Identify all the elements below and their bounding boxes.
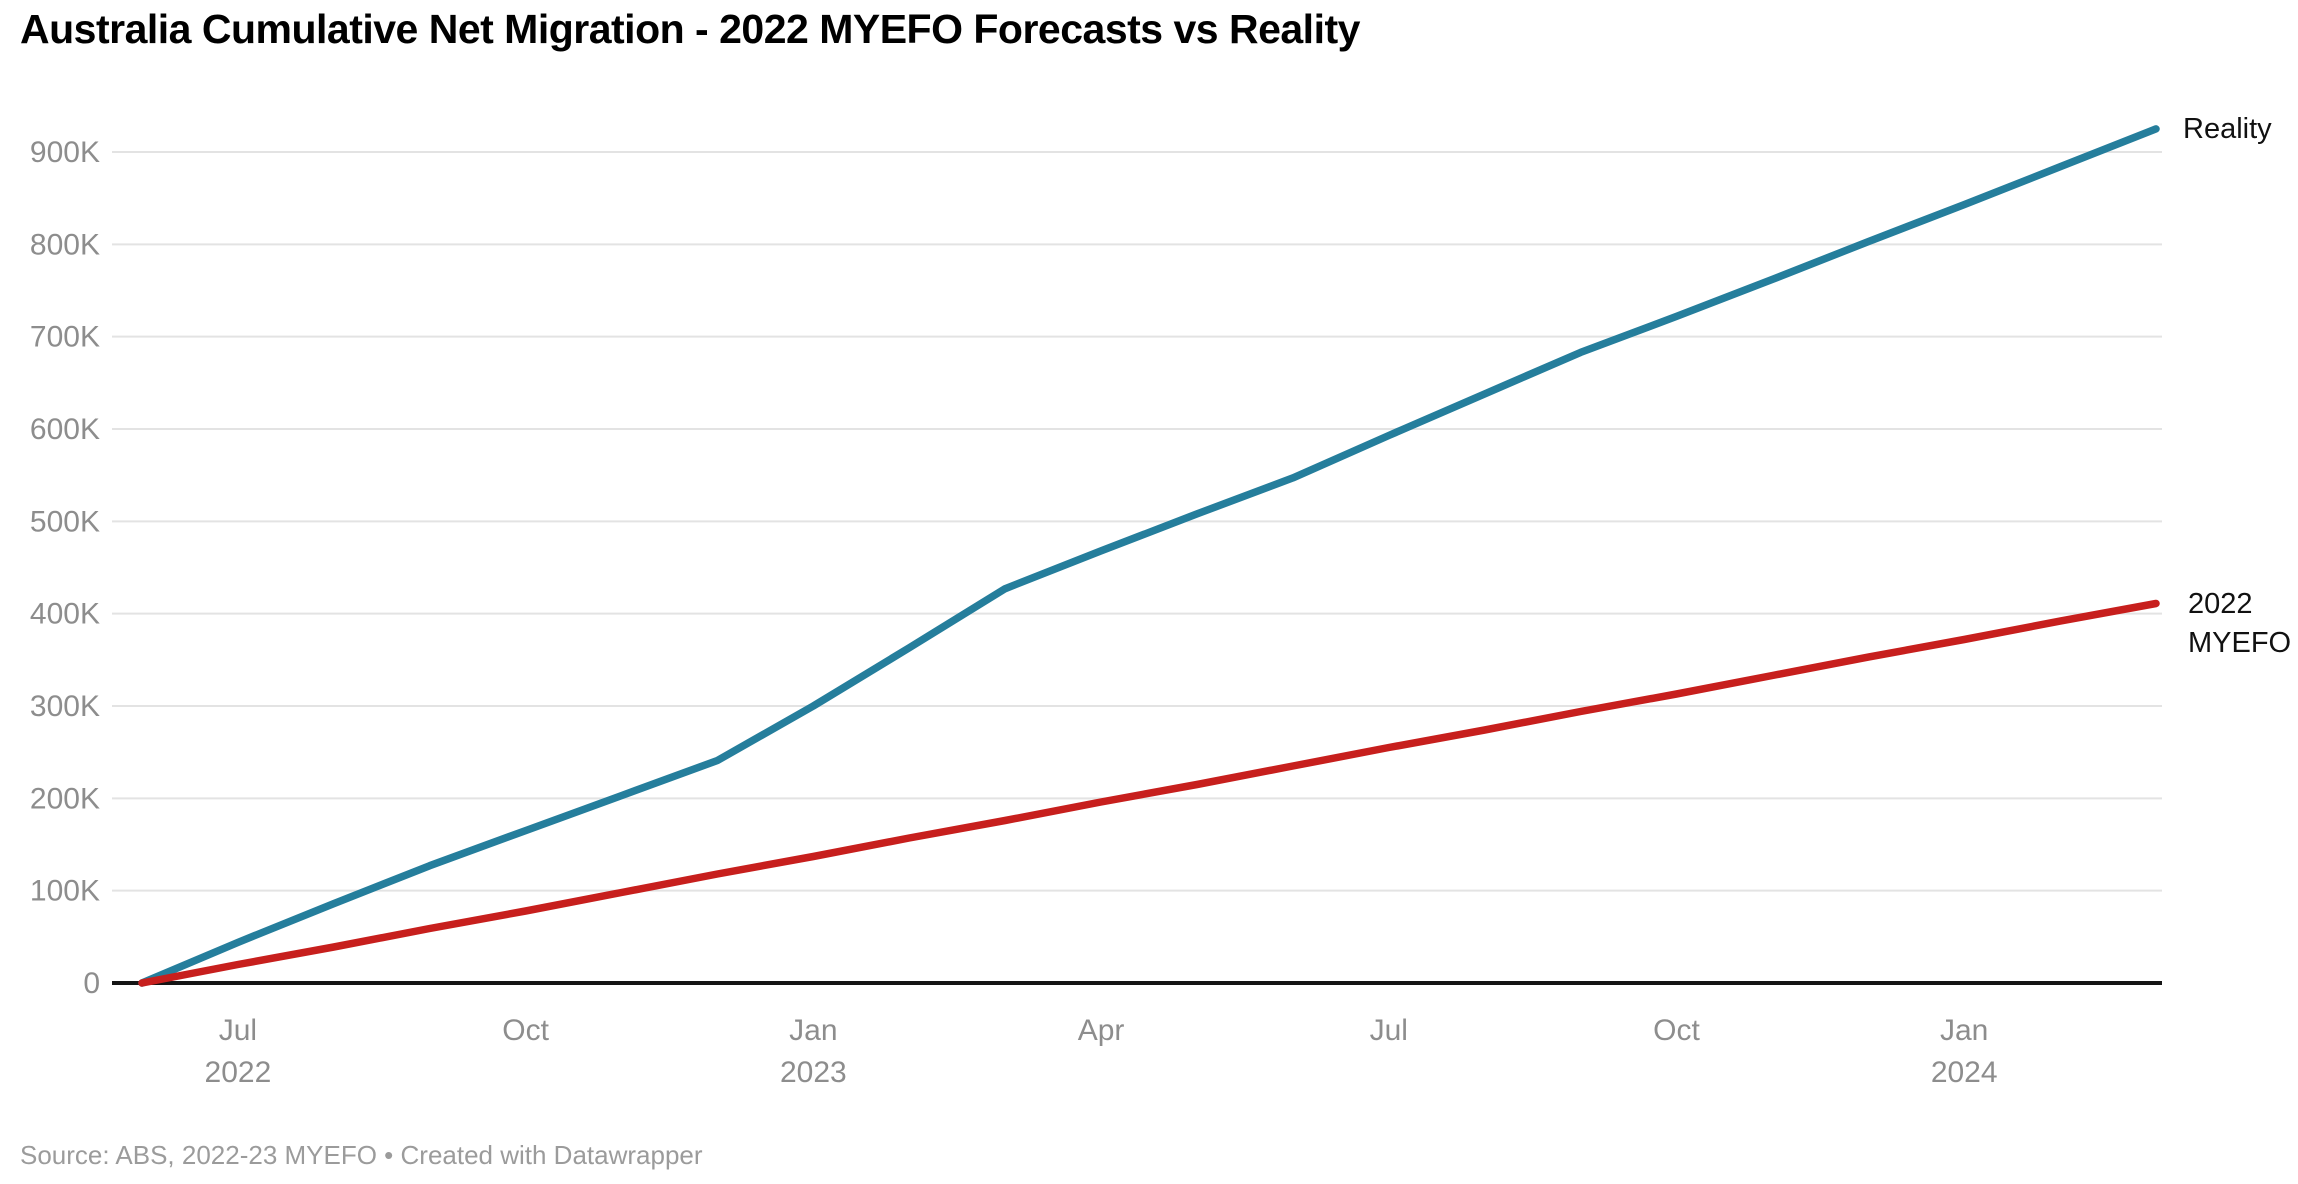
myefo-line-end-label: 2022 MYEFO xyxy=(2188,588,2292,660)
y-tick-label: 900K xyxy=(30,136,100,169)
y-tick-label: 600K xyxy=(30,413,100,446)
y-tick-label: 500K xyxy=(30,505,100,538)
y-tick-label: 800K xyxy=(30,228,100,261)
myefo-line xyxy=(138,599,2160,987)
x-tick-month-label: Jul xyxy=(219,1014,257,1047)
y-tick-label: 100K xyxy=(30,875,100,908)
x-tick-year-label: 2024 xyxy=(1931,1056,1998,1089)
source-note: Source: ABS, 2022-23 MYEFO • Created wit… xyxy=(20,1140,703,1170)
reality-line xyxy=(138,125,2160,987)
y-tick-label: 200K xyxy=(30,782,100,815)
x-tick-month-label: Jan xyxy=(1940,1014,1988,1047)
x-tick-year-label: 2023 xyxy=(780,1056,847,1089)
x-tick-year-label: 2022 xyxy=(205,1056,272,1089)
y-tick-label: 700K xyxy=(30,321,100,354)
chart-title: Australia Cumulative Net Migration - 202… xyxy=(20,6,1360,52)
x-tick-month-label: Jan xyxy=(789,1014,837,1047)
y-tick-label: 400K xyxy=(30,598,100,631)
reality-line-end-label: Reality xyxy=(2183,113,2272,145)
y-tick-label: 0 xyxy=(83,967,100,1000)
x-tick-month-label: Oct xyxy=(502,1014,549,1047)
x-tick-month-label: Jul xyxy=(1370,1014,1408,1047)
x-tick-month-label: Apr xyxy=(1078,1014,1125,1047)
x-tick-month-label: Oct xyxy=(1653,1014,1700,1047)
y-tick-label: 300K xyxy=(30,690,100,723)
